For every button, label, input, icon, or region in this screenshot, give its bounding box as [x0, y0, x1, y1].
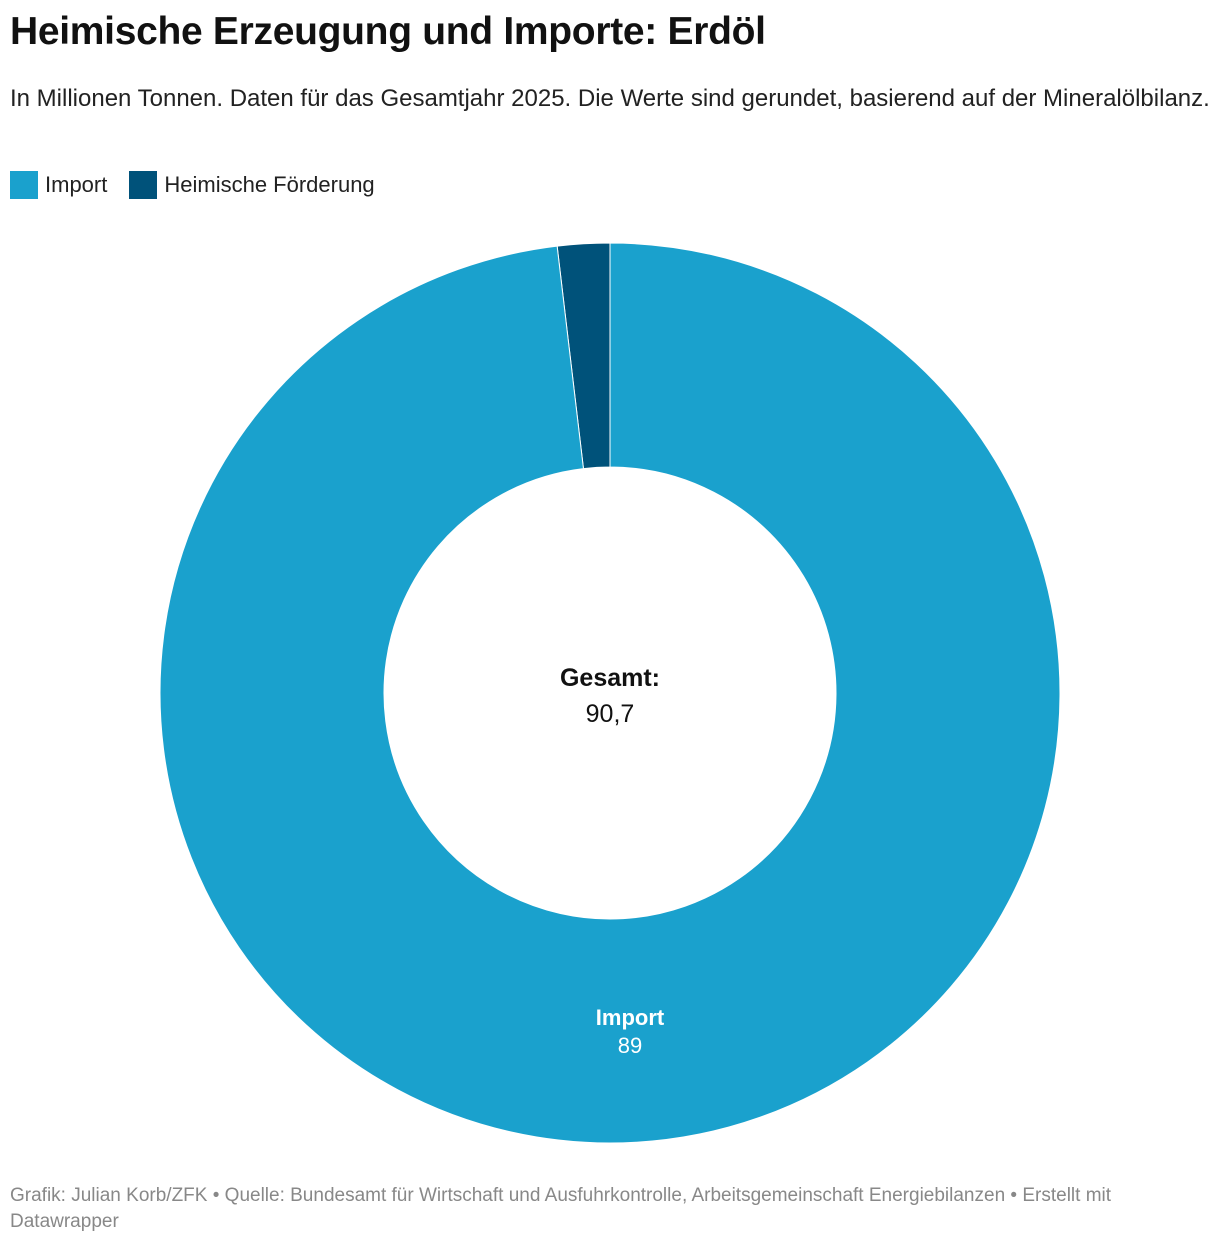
legend-label-import: Import	[45, 172, 108, 197]
legend: Import Heimische Förderung	[10, 171, 397, 199]
legend-item-import: Import	[10, 171, 107, 199]
donut-slices	[159, 242, 1061, 1144]
legend-label-heimische-foerderung: Heimische Förderung	[164, 172, 375, 197]
legend-item-heimische-foerderung: Heimische Förderung	[129, 171, 375, 199]
donut-slice-import	[159, 242, 1061, 1144]
chart-footer: Grafik: Julian Korb/ZFK • Quelle: Bundes…	[10, 1185, 1112, 1232]
center-label: Gesamt:	[560, 664, 660, 692]
slice-label-import-value: 89	[618, 1033, 642, 1058]
legend-swatch-import	[10, 171, 38, 199]
slice-label-import-name: Import	[596, 1005, 665, 1030]
chart-subtitle: In Millionen Tonnen. Daten für das Gesam…	[10, 85, 1210, 112]
center-value: 90,7	[586, 700, 635, 728]
legend-swatch-heimische-foerderung	[129, 171, 158, 199]
chart-title: Heimische Erzeugung und Importe: Erdöl	[10, 10, 766, 53]
